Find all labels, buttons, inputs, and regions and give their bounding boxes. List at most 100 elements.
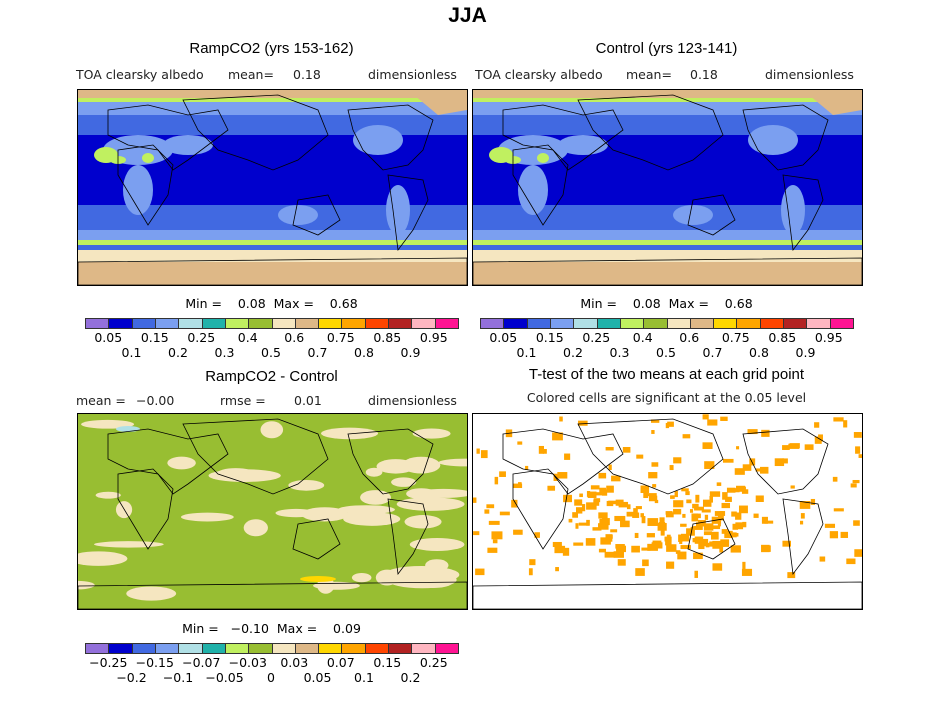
coastline bbox=[387, 174, 429, 252]
diff-patch bbox=[216, 468, 255, 480]
colorbar-label: 0.85 bbox=[373, 330, 402, 345]
significant-cell bbox=[730, 545, 741, 553]
significant-cell bbox=[635, 568, 645, 576]
significant-cell bbox=[761, 429, 770, 437]
land-region bbox=[123, 165, 153, 215]
significant-cell bbox=[721, 502, 731, 509]
colorbar-label: −0.25 bbox=[89, 655, 128, 670]
colorbar-label: 0.1 bbox=[516, 345, 537, 360]
significant-cell bbox=[618, 501, 629, 508]
significant-cell bbox=[475, 568, 485, 576]
significant-cell bbox=[701, 538, 709, 547]
significant-cell bbox=[590, 485, 600, 490]
significant-cell bbox=[599, 518, 604, 525]
diff-patch bbox=[301, 507, 348, 522]
significant-cell bbox=[852, 479, 860, 484]
significant-cell bbox=[534, 532, 540, 538]
significant-cell bbox=[659, 517, 665, 526]
significant-cell bbox=[607, 486, 612, 492]
albedo-band bbox=[78, 98, 467, 102]
colorbar-label: 0.95 bbox=[814, 330, 843, 345]
significant-cell bbox=[648, 495, 658, 502]
significant-cell bbox=[840, 531, 849, 538]
significant-cell bbox=[586, 519, 590, 526]
significant-cell bbox=[858, 454, 862, 458]
colorbar-box bbox=[272, 319, 296, 328]
colorbar-label: 0.15 bbox=[373, 655, 402, 670]
colorbar-label: −0.2 bbox=[116, 670, 147, 685]
land-region bbox=[163, 135, 213, 155]
significant-cell bbox=[741, 568, 753, 576]
albedo-band bbox=[78, 245, 467, 250]
colorbar-label: 0.05 bbox=[489, 330, 518, 345]
significant-cell bbox=[709, 495, 713, 503]
diff-patch bbox=[126, 586, 177, 601]
colorbar-box bbox=[435, 319, 458, 328]
diff-patch bbox=[167, 456, 196, 470]
land-region bbox=[518, 165, 548, 215]
colorbar-label: 0.03 bbox=[280, 655, 309, 670]
significant-cell bbox=[575, 523, 579, 529]
colorbar-box bbox=[249, 319, 273, 328]
colorbar-box bbox=[225, 319, 250, 328]
diff-patch bbox=[321, 427, 379, 440]
significant-cell bbox=[742, 464, 752, 471]
significant-cell bbox=[652, 484, 657, 488]
significant-cell bbox=[568, 518, 573, 523]
coastline bbox=[512, 144, 569, 226]
albedo-band bbox=[78, 262, 467, 285]
significant-cell bbox=[586, 502, 597, 510]
significant-cell bbox=[689, 509, 694, 513]
significant-cell bbox=[598, 512, 608, 519]
significant-cell bbox=[665, 512, 674, 518]
land-region bbox=[781, 185, 805, 235]
significant-cell bbox=[829, 531, 839, 539]
colorbar-box bbox=[435, 644, 458, 653]
significant-cell bbox=[717, 521, 721, 527]
significant-cell bbox=[643, 490, 649, 499]
significant-cell bbox=[631, 545, 640, 553]
significant-cell bbox=[494, 476, 499, 485]
significant-cell bbox=[693, 525, 703, 530]
colorbar-label: 0.25 bbox=[187, 330, 216, 345]
albedo-band bbox=[473, 230, 862, 240]
colorbar-label: 0.15 bbox=[535, 330, 564, 345]
significant-cell bbox=[574, 499, 583, 506]
colorbar-box bbox=[412, 319, 436, 328]
significant-cell bbox=[654, 499, 659, 504]
colorbar-box bbox=[690, 319, 715, 328]
diff-patch bbox=[78, 551, 128, 566]
significant-cell bbox=[492, 539, 498, 544]
significant-cell bbox=[666, 544, 677, 552]
colorbar-label: −0.1 bbox=[162, 670, 194, 685]
significant-cell bbox=[736, 485, 746, 492]
greenland-region bbox=[408, 90, 467, 115]
colorbar-box bbox=[179, 319, 203, 328]
ramp-map bbox=[77, 89, 468, 286]
significant-cell bbox=[677, 551, 687, 560]
significant-cell bbox=[487, 547, 498, 553]
colorbar-box bbox=[202, 319, 226, 328]
significant-cell bbox=[694, 536, 704, 544]
diff-min-max: Min = −0.10 Max = 0.09 bbox=[182, 621, 361, 636]
significant-cell bbox=[788, 443, 800, 449]
diff-patch bbox=[360, 490, 391, 505]
colorbar-box bbox=[319, 644, 343, 653]
significant-cell bbox=[832, 476, 838, 482]
colorbar-box bbox=[412, 644, 436, 653]
coastline bbox=[347, 104, 434, 171]
significant-cell bbox=[702, 499, 712, 507]
significant-cell bbox=[646, 533, 655, 538]
control-map bbox=[472, 89, 863, 286]
significant-cell bbox=[575, 507, 583, 514]
diff-patch bbox=[300, 576, 336, 582]
albedo-band bbox=[473, 102, 862, 115]
colorbar-label: 0.6 bbox=[679, 330, 700, 345]
coastline bbox=[473, 581, 862, 609]
significant-cell bbox=[742, 521, 747, 528]
colorbar-label: 0.5 bbox=[261, 345, 281, 360]
significant-cell bbox=[599, 487, 607, 493]
significant-cell bbox=[617, 559, 626, 566]
colorbar-box bbox=[132, 319, 156, 328]
significant-cell bbox=[651, 419, 660, 423]
